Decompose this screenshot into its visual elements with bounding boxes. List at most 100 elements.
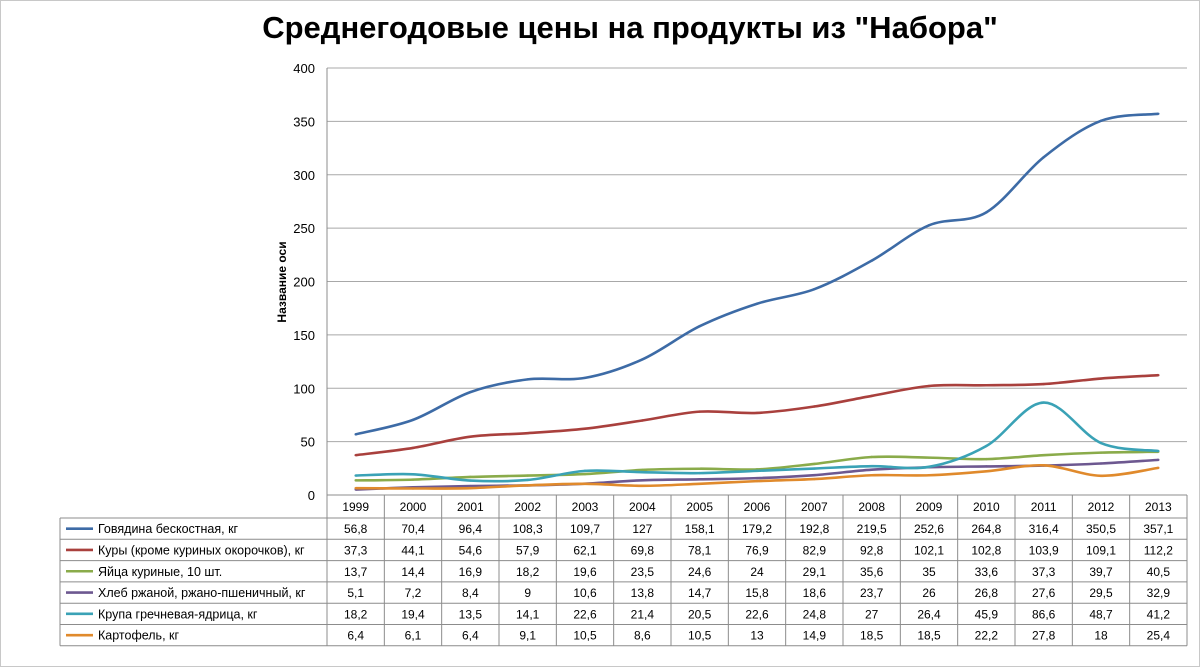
data-point [870,394,873,398]
legend-label: Говядина бескостная, кг [98,522,239,536]
data-label: 18 [1094,629,1108,643]
data-point [755,469,759,473]
data-label: 14,4 [401,565,425,579]
legend-label: Крупа гречневая-ядрица, кг [98,607,258,621]
x-tick-label: 2000 [400,500,427,514]
x-tick-label: 2006 [744,500,771,514]
data-label: 22,6 [745,607,769,621]
data-label: 56,8 [344,522,368,536]
data-point [1099,451,1103,454]
data-label: 9 [524,586,531,600]
y-tick-label: 300 [293,168,315,183]
data-point [641,358,644,361]
data-point [813,473,816,477]
data-label: 252,6 [914,522,944,536]
data-label: 29,5 [1089,586,1113,600]
data-point [927,384,931,388]
data-point [927,474,931,477]
data-label: 264,8 [971,522,1001,536]
x-tick-label: 2007 [801,500,828,514]
data-point [1099,119,1103,123]
data-label: 24 [750,565,764,579]
data-point [698,325,701,328]
data-label: 102,1 [914,543,944,557]
data-label: 5,1 [347,586,364,600]
data-point [985,444,988,448]
data-label: 10,5 [573,629,597,643]
data-label: 39,7 [1089,565,1113,579]
data-point [411,418,415,422]
data-label: 40,5 [1147,565,1171,579]
data-point [755,476,759,480]
data-point [1157,449,1160,453]
x-tick-label: 1999 [342,500,369,514]
data-point [870,464,873,468]
y-tick-label: 50 [301,435,315,450]
data-label: 26,8 [975,586,999,600]
data-point [583,376,587,380]
data-point [1042,453,1045,457]
data-point [526,378,529,381]
data-label: 37,3 [1032,565,1056,579]
data-point [1099,441,1103,445]
data-label: 10,6 [573,586,597,600]
data-point [927,224,931,227]
data-point [469,435,472,438]
data-point [1099,377,1103,380]
data-label: 10,5 [688,629,712,643]
legend-label: Хлеб ржаной, ржано-пшеничный, кг [98,586,306,600]
data-label: 15,8 [745,586,769,600]
data-point [927,456,931,459]
data-label: 9,1 [519,629,536,643]
data-point [354,479,357,482]
data-label: 18,2 [516,565,540,579]
x-tick-label: 2004 [629,500,656,514]
data-point [526,484,529,487]
data-label: 109,1 [1086,543,1116,557]
data-point [641,484,644,488]
data-label: 92,8 [860,543,884,557]
y-tick-label: 150 [293,328,315,343]
data-point [469,475,472,479]
data-point [985,465,988,468]
data-label: 78,1 [688,543,712,557]
data-point [813,467,816,470]
data-label: 25,4 [1147,629,1171,643]
data-point [469,486,472,490]
data-point [927,465,931,469]
data-point [1042,382,1045,386]
data-point [1099,462,1103,465]
x-tick-label: 2009 [916,500,943,514]
data-label: 103,9 [1029,543,1059,557]
data-point [1157,458,1160,462]
data-label: 27,6 [1032,586,1056,600]
data-label: 13,8 [631,586,655,600]
data-point [411,473,415,476]
data-point [813,405,816,408]
data-label: 18,2 [344,607,368,621]
data-label: 8,6 [634,629,651,643]
data-point [985,470,988,473]
data-label: 29,1 [803,565,827,579]
data-label: 350,5 [1086,522,1116,536]
data-label: 82,9 [803,543,827,557]
data-label: 112,2 [1144,543,1173,557]
data-label: 127 [632,522,652,536]
data-label: 18,5 [860,629,884,643]
data-point [583,472,587,476]
data-point [698,482,701,485]
data-label: 192,8 [799,522,829,536]
data-label: 44,1 [401,543,425,557]
data-label: 54,6 [459,543,483,557]
data-point [1042,464,1045,467]
y-tick-label: 350 [293,114,315,129]
data-label: 13 [750,629,764,643]
y-tick-label: 400 [293,61,315,76]
data-point [755,302,759,305]
data-label: 219,5 [857,522,887,536]
data-label: 37,3 [344,543,368,557]
data-label: 45,9 [975,607,999,621]
x-tick-label: 2012 [1088,500,1115,514]
data-point [469,484,472,488]
